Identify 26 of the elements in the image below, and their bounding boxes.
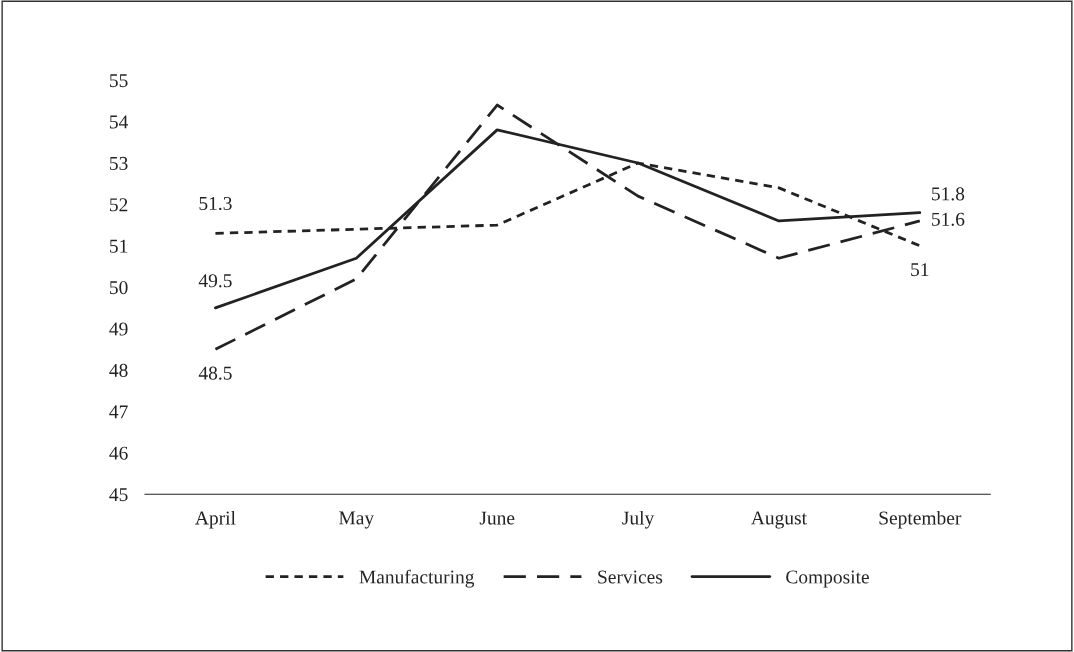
y-tick-label: 51 [110, 239, 128, 253]
x-tick-label: July [622, 510, 655, 529]
data-label: 49.5 [198, 274, 232, 288]
y-tick-label: 52 [110, 198, 128, 212]
y-tick-label: 46 [109, 446, 128, 460]
x-tick-label: August [751, 511, 807, 529]
data-label: 51.8 [932, 187, 965, 201]
data-label: 51 [911, 263, 929, 277]
x-tick-label: June [479, 511, 515, 525]
legend-label: Composite [786, 570, 869, 588]
y-tick-label: 49 [109, 322, 128, 336]
x-tick-label: April [195, 510, 236, 529]
y-tick-label: 45 [109, 488, 128, 502]
y-tick-label: 53 [110, 156, 128, 170]
data-label: 51.3 [199, 196, 232, 211]
y-tick-label: 55 [110, 74, 128, 88]
legend-label: Manufacturing [359, 569, 475, 588]
y-tick-label: 47 [109, 405, 128, 419]
x-tick-label: September [879, 510, 962, 529]
y-tick-label: 48 [109, 363, 128, 377]
x-tick-label: May [339, 511, 375, 529]
data-label: 48.5 [198, 366, 232, 380]
data-label: 51.6 [932, 212, 965, 226]
legend-label: Services [598, 570, 663, 584]
y-tick-label: 50 [110, 281, 128, 295]
y-tick-label: 54 [110, 115, 129, 129]
